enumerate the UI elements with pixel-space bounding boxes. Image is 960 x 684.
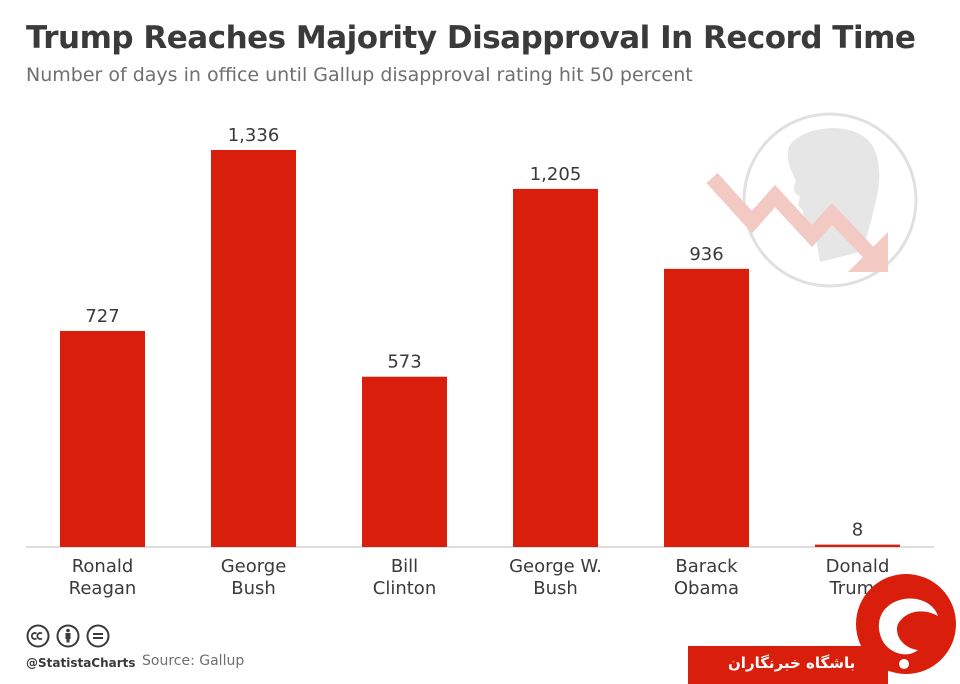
category-label: Bill bbox=[391, 556, 418, 577]
bar-chart: 727RonaldReagan1,336GeorgeBush573BillCli… bbox=[26, 112, 934, 599]
chart-title: Trump Reaches Majority Disapproval In Re… bbox=[26, 20, 916, 56]
watermark-logo bbox=[856, 574, 956, 674]
watermark-banner bbox=[688, 646, 888, 684]
value-label: 936 bbox=[689, 244, 723, 265]
bar-3 bbox=[513, 188, 598, 547]
category-label: Ronald bbox=[72, 556, 134, 577]
bars-group: 727RonaldReagan1,336GeorgeBush573BillCli… bbox=[60, 125, 900, 599]
bar-5 bbox=[815, 544, 900, 547]
value-label: 1,336 bbox=[228, 125, 280, 146]
bar-0 bbox=[60, 330, 145, 547]
category-label: George W. bbox=[509, 556, 602, 577]
category-label: Barack bbox=[675, 556, 738, 577]
value-label: 1,205 bbox=[530, 164, 582, 185]
category-label: George bbox=[221, 556, 287, 577]
category-label: Reagan bbox=[69, 578, 137, 599]
category-label: Donald bbox=[826, 556, 890, 577]
no-derivatives-icon bbox=[86, 624, 110, 648]
license-icons bbox=[26, 624, 110, 648]
statista-handle: @StatistaCharts bbox=[26, 656, 136, 670]
value-label: 8 bbox=[852, 520, 863, 541]
attribution-icon bbox=[56, 624, 80, 648]
bar-1 bbox=[211, 150, 296, 547]
trump-profile-illustration bbox=[706, 112, 918, 288]
cc-icon bbox=[26, 624, 50, 648]
category-label: Obama bbox=[674, 578, 739, 599]
bar-2 bbox=[362, 376, 447, 547]
chart-subtitle: Number of days in office until Gallup di… bbox=[26, 64, 693, 86]
bar-4 bbox=[664, 268, 749, 547]
value-label: 727 bbox=[85, 306, 119, 327]
watermark-text: باشگاه خبرنگاران bbox=[728, 654, 856, 672]
category-label: Clinton bbox=[373, 578, 436, 599]
source-note: Source: Gallup bbox=[142, 653, 245, 669]
category-label: Bush bbox=[231, 578, 276, 599]
category-label: Bush bbox=[533, 578, 578, 599]
value-label: 573 bbox=[387, 352, 421, 373]
